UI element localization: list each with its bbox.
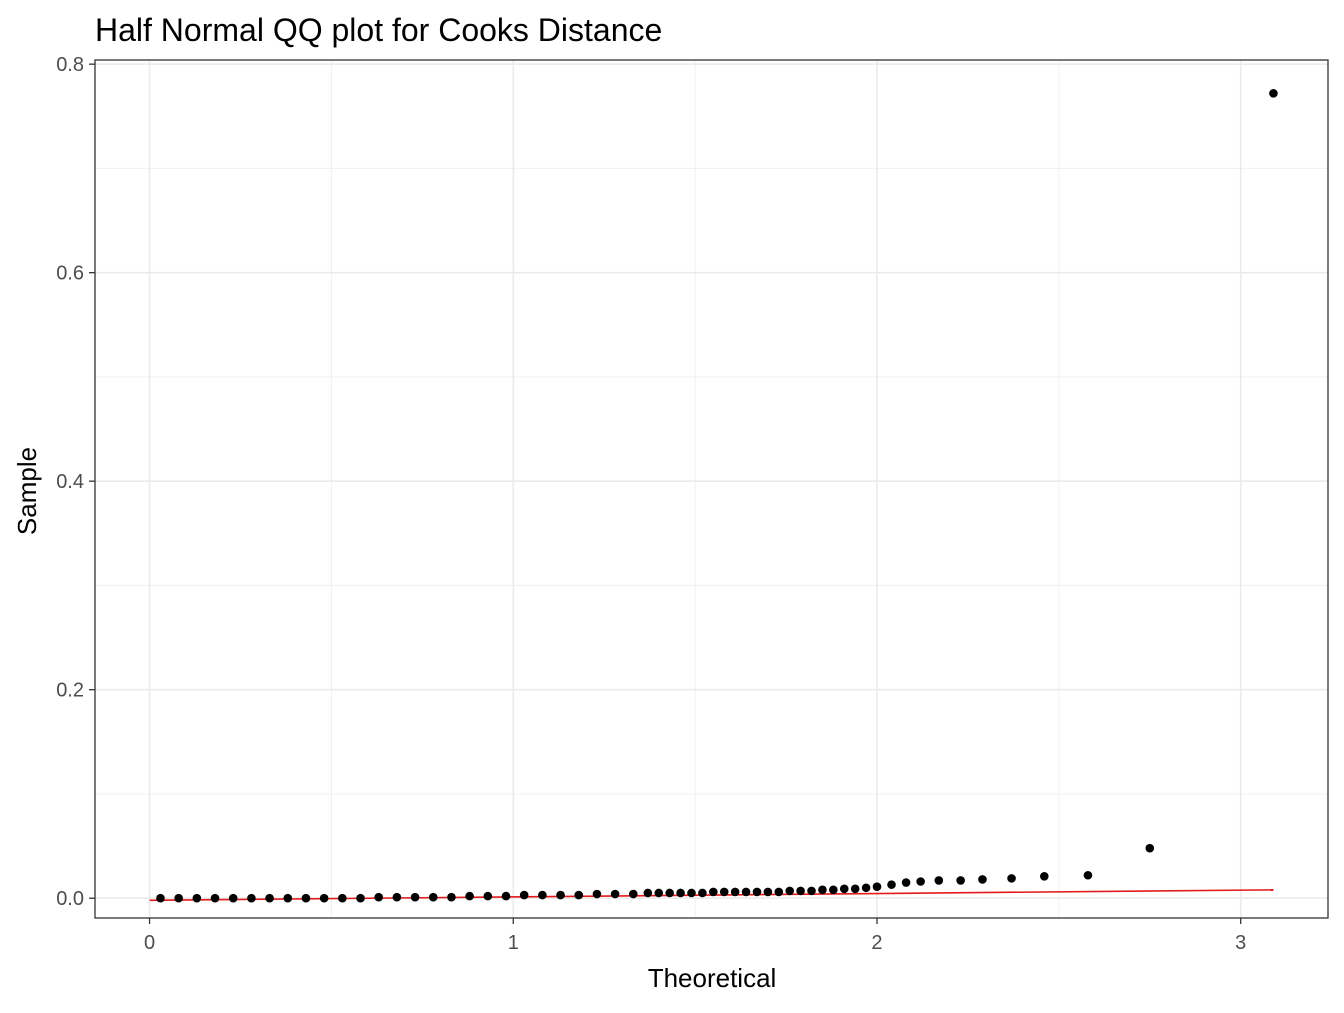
data-point [392, 892, 402, 902]
data-point [901, 878, 911, 887]
data-point [796, 886, 805, 896]
data-point [483, 891, 493, 901]
data-point [916, 877, 925, 886]
data-point [872, 882, 882, 892]
data-point [665, 888, 674, 898]
data-point [265, 893, 274, 903]
points-layer [156, 89, 1278, 903]
data-point [774, 887, 784, 897]
y-tick-label: 0.2 [56, 680, 84, 702]
data-point [1269, 89, 1278, 98]
data-point [301, 893, 311, 903]
data-point [763, 887, 773, 897]
data-point [174, 893, 183, 903]
data-point [687, 888, 696, 898]
data-point [785, 886, 794, 896]
data-point [978, 875, 987, 884]
data-point [447, 892, 456, 902]
data-point [247, 893, 256, 903]
data-point [956, 876, 965, 885]
data-point [519, 890, 529, 900]
y-tick-label: 0.6 [56, 263, 84, 285]
data-point [934, 876, 944, 885]
panel-border [94, 59, 1329, 919]
data-point [752, 887, 762, 897]
data-point [861, 883, 871, 893]
data-point [501, 891, 511, 901]
grid-major [95, 60, 1328, 918]
x-tick-label: 3 [1235, 932, 1246, 954]
data-point [850, 884, 860, 894]
x-tick-label: 2 [871, 932, 882, 954]
data-point [643, 888, 653, 898]
data-point [192, 893, 202, 903]
data-point [465, 891, 474, 901]
data-point [654, 888, 664, 898]
data-point [283, 893, 293, 903]
y-tick-label: 0.0 [56, 888, 84, 910]
data-point [829, 885, 838, 895]
grid-minor [95, 60, 1328, 918]
data-point [1040, 871, 1049, 881]
data-point [719, 887, 729, 897]
data-point [807, 886, 816, 896]
data-point [592, 889, 602, 899]
data-point [338, 893, 347, 903]
data-point [676, 888, 685, 898]
data-point [374, 892, 383, 902]
data-point [1083, 870, 1093, 880]
data-point [1145, 843, 1155, 853]
y-tick-label: 0.8 [56, 54, 84, 76]
data-point [818, 885, 827, 895]
x-tick-label: 1 [508, 932, 519, 954]
data-point [610, 889, 620, 899]
data-point [1007, 874, 1016, 883]
data-point [210, 893, 220, 903]
data-point [839, 884, 849, 894]
data-point [698, 888, 707, 898]
x-axis: 0 1 2 3 [144, 918, 1246, 954]
data-point [410, 892, 420, 902]
data-point [556, 890, 565, 900]
y-axis-title: Sample [12, 447, 42, 535]
data-point [428, 892, 438, 902]
data-point [538, 890, 547, 900]
y-axis: 0.0 0.2 0.4 0.6 0.8 [56, 54, 95, 910]
x-tick-label: 0 [144, 932, 155, 954]
data-point [709, 887, 718, 897]
data-point [356, 893, 365, 903]
data-point [319, 893, 329, 903]
data-point [629, 889, 638, 899]
data-point [741, 887, 751, 897]
y-tick-label: 0.4 [56, 471, 84, 493]
data-point [156, 893, 165, 903]
x-axis-title: Theoretical [648, 963, 777, 993]
data-point [228, 893, 238, 903]
data-point [574, 890, 584, 900]
data-point [887, 880, 896, 889]
data-point [730, 887, 740, 897]
chart-title: Half Normal QQ plot for Cooks Distance [95, 12, 662, 48]
